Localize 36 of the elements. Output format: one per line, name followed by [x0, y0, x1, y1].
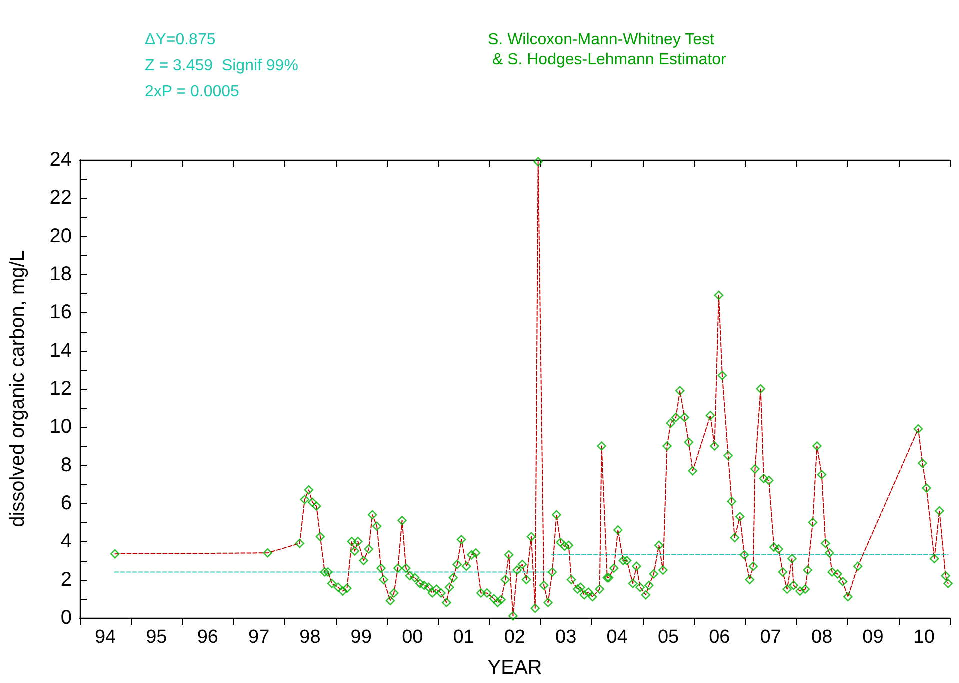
x-tick-label: 95: [146, 627, 168, 648]
y-tick-label: 8: [60, 454, 72, 476]
x-tick-label: 99: [350, 627, 372, 648]
text: Z = 3.459 Signif 99%: [145, 58, 298, 74]
x-tick-label: 03: [556, 627, 577, 648]
x-tick-label: 06: [709, 627, 730, 648]
x-tick-label: 01: [453, 627, 474, 648]
x-tick-label: 00: [402, 627, 424, 648]
y-tick-label: 0: [60, 607, 72, 629]
text: ΔY=0.875: [145, 32, 216, 48]
y-tick-label: 4: [60, 530, 72, 553]
x-tick-label: 97: [248, 627, 270, 648]
x-tick-label: 98: [300, 627, 321, 648]
x-tick-label: 07: [760, 627, 782, 648]
x-axis-title: YEAR: [488, 657, 542, 679]
text: 2xP = 0.0005: [145, 84, 240, 100]
y-tick-label: 16: [50, 302, 72, 324]
x-tick-label: 05: [658, 627, 680, 648]
y-tick-label: 24: [50, 149, 72, 171]
y-tick-label: 6: [60, 492, 72, 514]
y-axis-title: dissolved organic carbon, mg/L: [7, 250, 29, 528]
y-tick-label: 18: [50, 264, 72, 286]
x-tick-label: 02: [504, 627, 526, 648]
y-tick-label: 20: [50, 225, 72, 248]
y-tick-label: 2: [60, 568, 72, 591]
x-tick-label: 09: [862, 627, 884, 648]
y-tick-label: 10: [50, 416, 72, 438]
x-tick-label: 04: [606, 627, 628, 648]
x-tick-label: 10: [914, 627, 935, 648]
x-tick-label: 08: [812, 627, 833, 648]
y-tick-label: 14: [50, 340, 72, 362]
x-tick-label: 96: [197, 627, 218, 648]
text: S. Wilcoxon-Mann-Whitney Test & S. Hodges-Lehmann Estimator: [488, 32, 728, 68]
y-tick-label: 22: [50, 187, 72, 210]
y-tick-label: 12: [50, 378, 72, 400]
x-tick-label: 94: [94, 627, 116, 648]
